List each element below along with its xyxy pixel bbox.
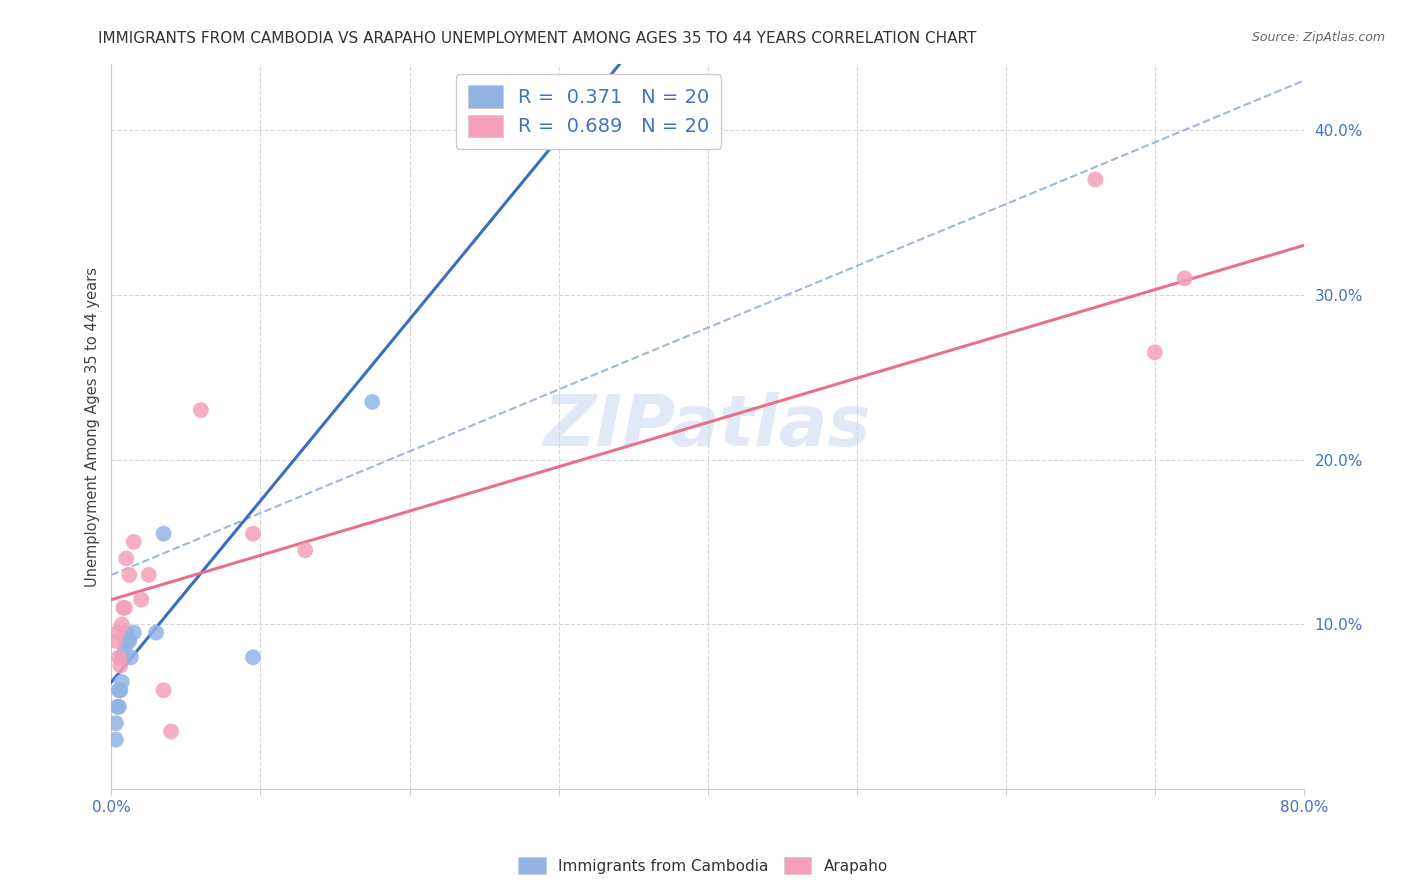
Point [160,724,183,739]
Text: ZIPatlas: ZIPatlas [544,392,872,461]
Point [108,699,131,714]
Point [294,543,316,558]
Point [129,592,152,607]
Point [190,403,212,417]
Point [115,633,138,648]
Point [120,650,142,665]
Point [152,683,174,698]
Point [118,568,141,582]
Legend: Immigrants from Cambodia, Arapaho: Immigrants from Cambodia, Arapaho [512,851,894,880]
Point [114,642,136,657]
Point [122,535,145,549]
Point [242,526,264,541]
Point [105,699,128,714]
Point [242,650,264,665]
Point [118,633,141,648]
Point [115,551,138,566]
Point [1084,172,1107,186]
Point [111,617,134,632]
Point [1174,271,1197,285]
Point [1143,345,1166,359]
Point [108,650,131,665]
Y-axis label: Unemployment Among Ages 35 to 44 years: Unemployment Among Ages 35 to 44 years [86,267,100,587]
Point [105,625,128,640]
Text: Source: ZipAtlas.com: Source: ZipAtlas.com [1251,31,1385,45]
Point [112,600,135,615]
Point [115,625,138,640]
Point [104,716,127,731]
Point [361,395,384,409]
Point [104,633,127,648]
Point [104,732,127,747]
Point [108,683,131,698]
Point [122,625,145,640]
Point [110,683,132,698]
Point [145,625,167,640]
Text: IMMIGRANTS FROM CAMBODIA VS ARAPAHO UNEMPLOYMENT AMONG AGES 35 TO 44 YEARS CORRE: IMMIGRANTS FROM CAMBODIA VS ARAPAHO UNEM… [98,31,977,46]
Point [111,650,134,665]
Point [117,633,139,648]
Point [114,600,136,615]
Point [112,650,135,665]
Legend: R =  0.371   N = 20, R =  0.689   N = 20: R = 0.371 N = 20, R = 0.689 N = 20 [456,74,721,149]
Point [152,526,174,541]
Point [110,658,132,673]
Point [111,675,134,690]
Point [138,568,160,582]
